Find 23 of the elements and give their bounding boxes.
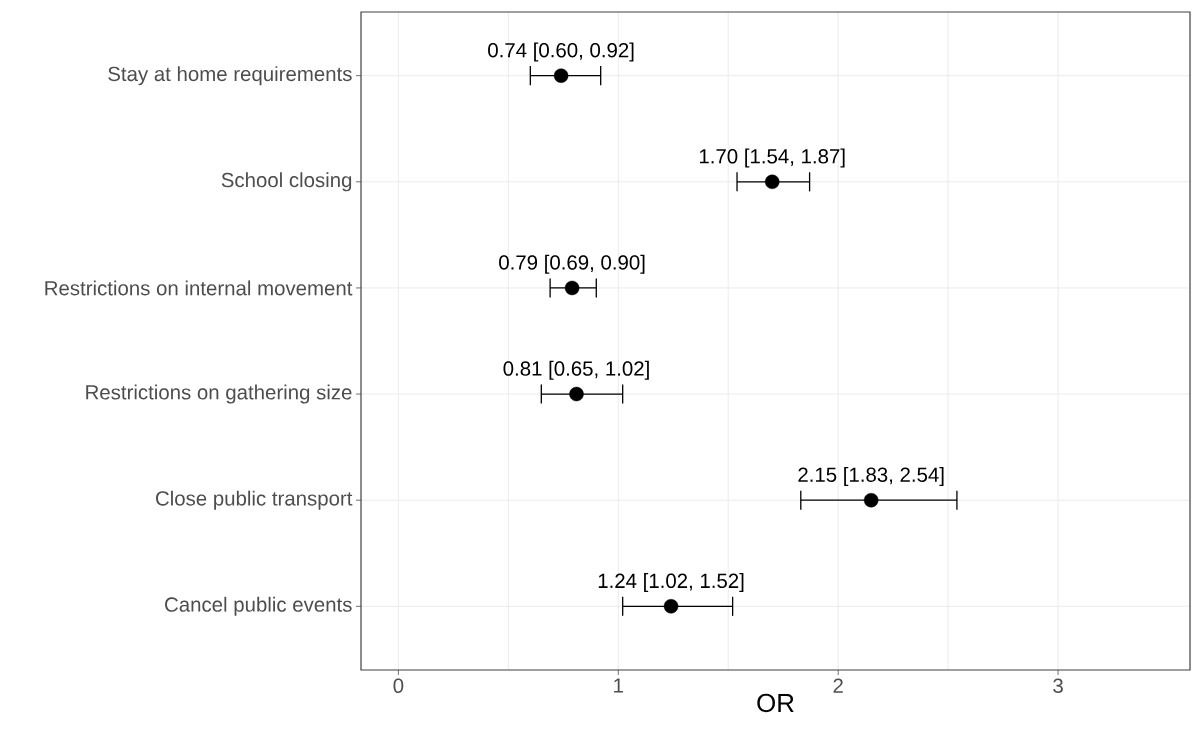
point <box>863 492 879 508</box>
point <box>569 386 584 402</box>
y-tick-label: Stay at home requirements <box>108 66 352 86</box>
y-tick-label: School closing <box>221 172 352 192</box>
x-axis-title: OR <box>757 693 794 713</box>
data-label: 0.79 [0.69, 0.90] <box>499 254 645 274</box>
point <box>765 174 780 189</box>
x-tick-label: 2 <box>833 678 843 693</box>
data-label: 2.15 [1.83, 2.54] <box>798 466 944 486</box>
y-tick-label: Cancel public events <box>165 596 352 616</box>
data-label: 0.81 [0.65, 1.02] <box>503 360 649 380</box>
y-tick-label: Restrictions on gathering size <box>86 384 352 404</box>
data-label: 0.74 [0.60, 0.92] <box>488 42 634 62</box>
point <box>663 599 679 614</box>
x-tick-label: 1 <box>614 678 623 693</box>
point <box>553 68 569 83</box>
x-tick-label: 0 <box>393 678 404 693</box>
y-tick-label: Restrictions on internal movement <box>45 280 353 296</box>
x-tick-label: 3 <box>1053 678 1063 693</box>
data-label: 1.70 [1.54, 1.87] <box>699 148 845 168</box>
data-label: 1.24 [1.02, 1.52] <box>598 573 744 593</box>
y-tick-label: Close public transport <box>155 490 353 510</box>
point <box>564 280 580 296</box>
